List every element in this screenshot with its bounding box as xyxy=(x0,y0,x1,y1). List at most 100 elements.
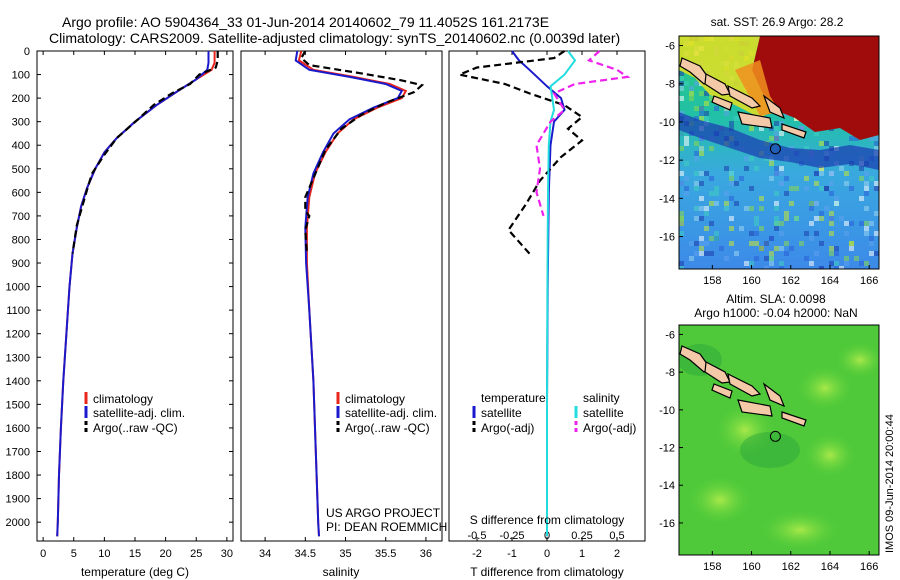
sst-cell xyxy=(679,216,684,221)
depth-tick-label: 1400 xyxy=(6,376,30,388)
sst-cell xyxy=(874,251,879,256)
salinity-panel: 34 34.5 35 35.5 36 salinity climatology sate… xyxy=(240,50,447,579)
sst-cell xyxy=(694,106,699,111)
sla-map: Altim. SLA: 0.0098 Argo h1000: -0.04 h20… xyxy=(659,292,880,573)
legend-label-t-satellite: satellite xyxy=(481,406,522,420)
project-label: US ARGO PROJECT xyxy=(326,506,441,520)
sst-cell xyxy=(679,86,684,91)
sst-cell xyxy=(774,171,779,176)
sst-cell xyxy=(704,241,709,246)
sst-cell xyxy=(859,176,864,181)
sst-cell xyxy=(779,166,784,171)
sst-cell xyxy=(799,126,804,131)
sst-cell xyxy=(714,191,719,196)
sst-cell xyxy=(819,186,824,191)
sst-cell xyxy=(729,171,734,176)
depth-tick-label: 1100 xyxy=(6,305,30,317)
sst-cell xyxy=(699,236,704,241)
sst-cell xyxy=(714,236,719,241)
sst-cell xyxy=(759,126,764,131)
sst-cell xyxy=(724,256,729,261)
sst-cell xyxy=(834,201,839,206)
lon-tick-label: 166 xyxy=(860,275,878,287)
sst-cell xyxy=(859,261,864,266)
sst-cell xyxy=(779,266,784,269)
sst-cell xyxy=(809,201,814,206)
sst-cell xyxy=(774,191,779,196)
s-tick-label: 0.25 xyxy=(571,530,592,542)
series-satellite xyxy=(294,50,404,537)
sst-cell xyxy=(679,146,684,151)
sst-cell xyxy=(819,266,824,269)
t-difference-label: T difference from climatology xyxy=(470,565,624,579)
sst-cell xyxy=(819,216,824,221)
sst-cell xyxy=(744,261,749,266)
lon-tick-label: 166 xyxy=(860,561,878,573)
depth-tick-label: 300 xyxy=(12,117,30,129)
t-difference-x-axis: -2 -1 0 1 2 xyxy=(472,51,620,560)
sst-cell xyxy=(699,116,704,121)
depth-tick-label: 1200 xyxy=(6,329,30,341)
sst-cell xyxy=(759,226,764,231)
sst-cell xyxy=(694,206,699,211)
sst-cell xyxy=(769,176,774,181)
lat-tick-label: -6 xyxy=(665,329,675,341)
lon-tick-label: 162 xyxy=(782,561,800,573)
sst-cell xyxy=(754,241,759,246)
sst-cell xyxy=(839,166,844,171)
s-difference-label: S difference from climatology xyxy=(470,513,625,527)
sst-cell xyxy=(794,186,799,191)
sst-cell xyxy=(779,221,784,226)
sst-cell xyxy=(864,186,869,191)
lat-tick-label: -8 xyxy=(665,367,675,379)
depth-tick-label: 1600 xyxy=(6,423,30,435)
sla-float-marker xyxy=(769,430,781,442)
s-tick-label: 0.5 xyxy=(609,530,624,542)
sst-cell xyxy=(769,261,774,266)
lat-tick-label: -8 xyxy=(665,79,675,91)
sst-cell xyxy=(699,216,704,221)
s-difference-axis: -0.5 -0.25 0 0.25 0.5 xyxy=(468,530,625,542)
lat-tick-label: -14 xyxy=(659,193,675,205)
sst-cell xyxy=(864,226,869,231)
sst-cell xyxy=(829,171,834,176)
sla-island-santa-isabel xyxy=(727,372,762,397)
sst-cell xyxy=(769,251,774,256)
legend-label-satellite: satellite-adj. clim. xyxy=(93,406,185,420)
sst-cell xyxy=(759,206,764,211)
legend-label-climatology: climatology xyxy=(345,392,405,406)
x-tick-label: -1 xyxy=(507,548,517,560)
lon-tick-label: 160 xyxy=(742,561,760,573)
sla-map-title-2: Argo h1000: -0.04 h2000: NaN xyxy=(694,306,857,320)
sla-island-guadalcanal xyxy=(737,399,773,417)
sst-cell xyxy=(724,166,729,171)
sst-cell xyxy=(679,261,684,266)
sst-cell xyxy=(774,166,779,171)
legend-label-s-satellite: satellite xyxy=(583,406,624,420)
sst-map-title: sat. SST: 26.9 Argo: 28.2 xyxy=(711,15,844,29)
sst-cell xyxy=(754,221,759,226)
sst-field xyxy=(679,36,879,269)
sst-cell xyxy=(679,171,684,176)
sst-cell xyxy=(764,256,769,261)
imos-timestamp: IMOS 09-Jun-2014 20:00:44 xyxy=(884,414,896,553)
sst-cell xyxy=(724,206,729,211)
sst-cell xyxy=(754,256,759,261)
lat-tick-label: -16 xyxy=(659,518,675,530)
sst-cell xyxy=(699,206,704,211)
sst-cell xyxy=(709,251,714,256)
sst-cell xyxy=(824,186,829,191)
sst-cell xyxy=(754,216,759,221)
sst-cell xyxy=(704,206,709,211)
sst-cell xyxy=(684,136,689,141)
sst-cell xyxy=(754,231,759,236)
sst-cell xyxy=(869,241,874,246)
sst-cell xyxy=(799,241,804,246)
sst-cell xyxy=(869,236,874,241)
sst-cell xyxy=(819,211,824,216)
sst-cell xyxy=(829,181,834,186)
sst-cell xyxy=(714,231,719,236)
sst-map: sat. SST: 26.9 Argo: 28.2 158 160 162 164 16… xyxy=(659,15,880,287)
sst-cell xyxy=(744,156,749,161)
sst-cell xyxy=(789,201,794,206)
